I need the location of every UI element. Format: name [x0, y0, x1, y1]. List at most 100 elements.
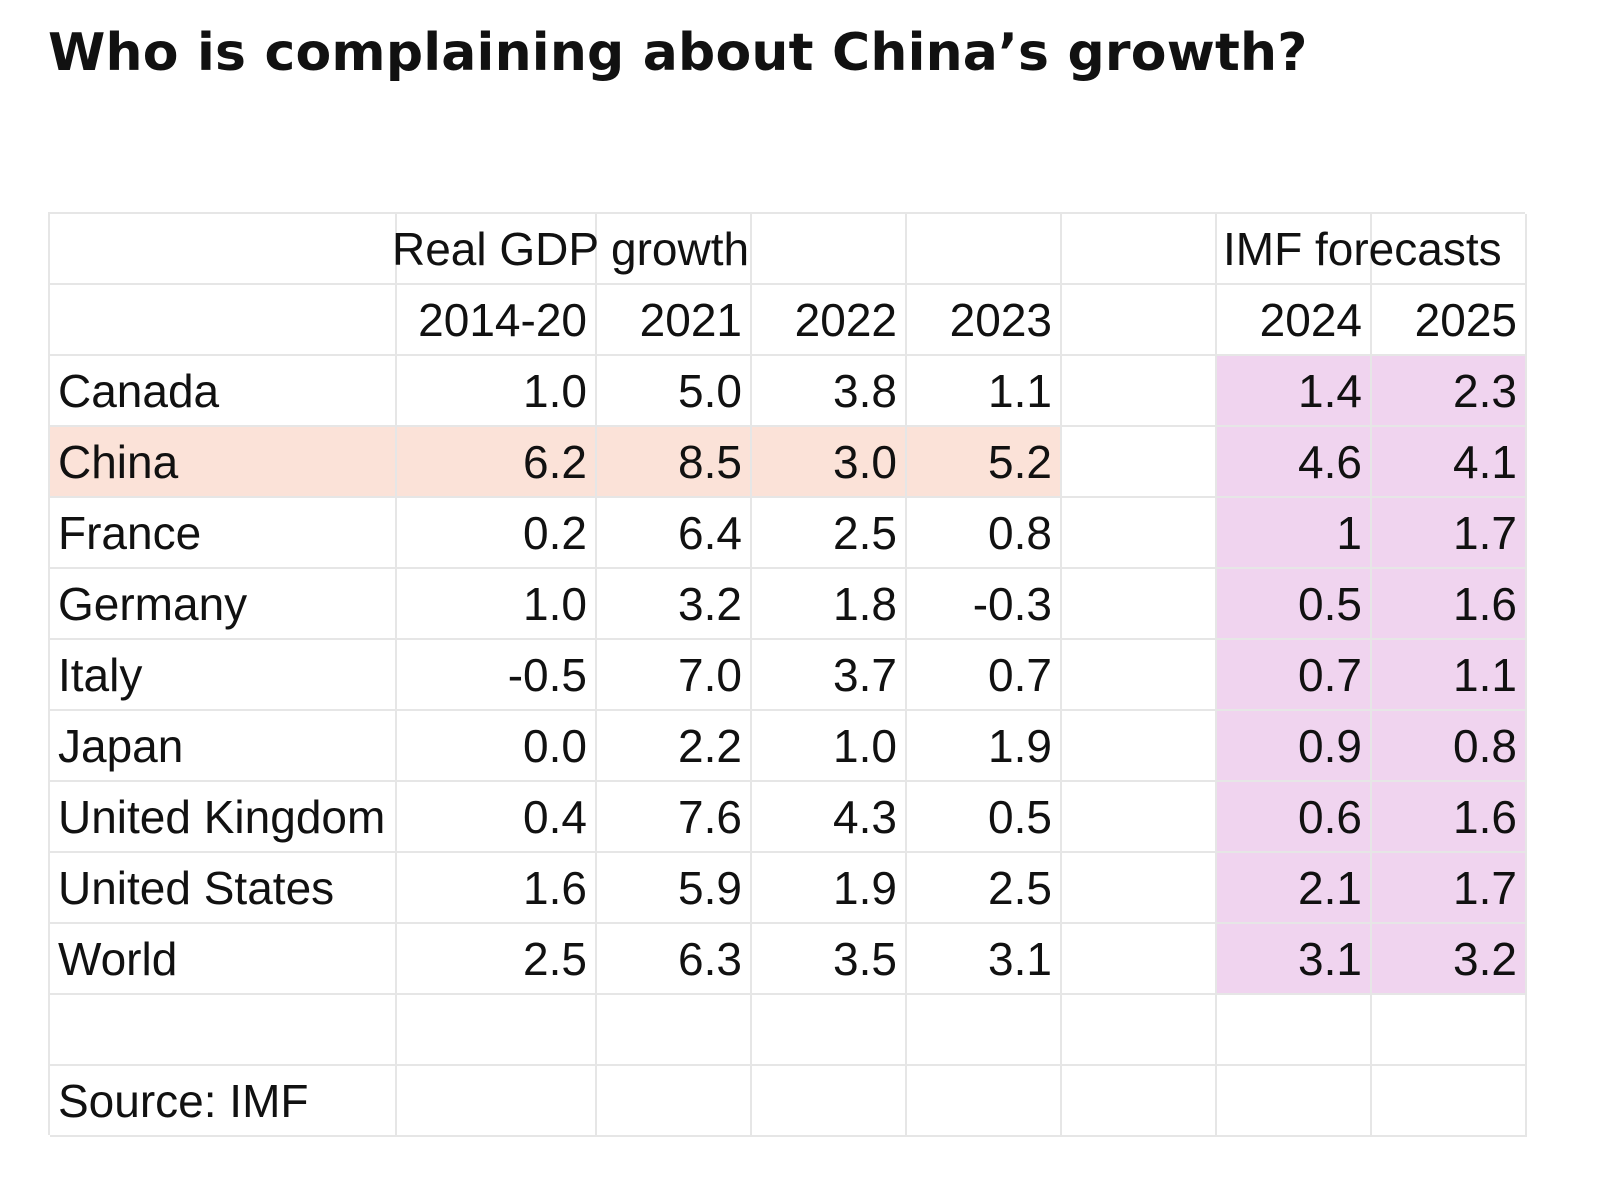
value-cell: 3.1: [907, 924, 1062, 995]
empty-cell: [397, 1066, 597, 1137]
empty-cell: [50, 995, 397, 1066]
forecast-cell: 2.1: [1217, 853, 1372, 924]
chart-title: Who is complaining about China’s growth?: [48, 23, 1308, 83]
empty-cell: [1062, 1066, 1217, 1137]
value-cell: 3.2: [597, 569, 752, 640]
empty-cell: [1062, 995, 1217, 1066]
value-cell: 0.8: [907, 498, 1062, 569]
empty-cell: [907, 1066, 1062, 1137]
row-label-world: World: [50, 924, 397, 995]
spacer-cell: [1062, 427, 1217, 498]
empty-cell: [907, 995, 1062, 1066]
value-cell: 6.3: [597, 924, 752, 995]
empty-cell: [752, 995, 907, 1066]
value-cell: 3.0: [752, 427, 907, 498]
empty-cell: [1372, 995, 1527, 1066]
value-cell: 2.5: [907, 853, 1062, 924]
value-cell: 0.4: [397, 782, 597, 853]
column-header-2024: 2024: [1217, 285, 1372, 356]
value-cell: 7.0: [597, 640, 752, 711]
value-cell: -0.5: [397, 640, 597, 711]
group-header-cell: [397, 214, 597, 285]
value-cell: 5.9: [597, 853, 752, 924]
forecast-cell: 1.6: [1372, 782, 1527, 853]
gdp-growth-table: 2014-20 2021 2022 2023 2024 2025 Canada 1.0 5.0 3…: [48, 212, 1527, 1137]
value-cell: 2.5: [752, 498, 907, 569]
row-label-china: China: [50, 427, 397, 498]
forecast-cell: 1.7: [1372, 498, 1527, 569]
imf-forecasts-header: IMF forecasts: [1223, 223, 1502, 275]
forecast-cell: 0.9: [1217, 711, 1372, 782]
group-header-cell: [50, 214, 397, 285]
spacer-cell: [1062, 285, 1217, 356]
forecast-cell: 4.1: [1372, 427, 1527, 498]
row-label-canada: Canada: [50, 356, 397, 427]
empty-cell: [1217, 1066, 1372, 1137]
forecast-cell: 4.6: [1217, 427, 1372, 498]
value-cell: 6.4: [597, 498, 752, 569]
spacer-cell: [1062, 498, 1217, 569]
spacer-cell: [1062, 782, 1217, 853]
value-cell: 1.9: [752, 853, 907, 924]
empty-cell: [597, 1066, 752, 1137]
column-header-2014-20: 2014-20: [397, 285, 597, 356]
spacer-cell: [1062, 569, 1217, 640]
value-cell: 0.0: [397, 711, 597, 782]
group-header-cell: [752, 214, 907, 285]
empty-cell: [1217, 995, 1372, 1066]
real-gdp-growth-header: Real GDP growth: [392, 223, 750, 275]
value-cell: 1.1: [907, 356, 1062, 427]
forecast-cell: 1.1: [1372, 640, 1527, 711]
value-cell: 3.7: [752, 640, 907, 711]
value-cell: 5.0: [597, 356, 752, 427]
value-cell: 0.2: [397, 498, 597, 569]
column-header-2023: 2023: [907, 285, 1062, 356]
value-cell: 0.7: [907, 640, 1062, 711]
column-header-2025: 2025: [1372, 285, 1527, 356]
group-header-cell: [1372, 214, 1527, 285]
value-cell: 3.8: [752, 356, 907, 427]
empty-cell: [1372, 1066, 1527, 1137]
source-note: Source: IMF: [50, 1066, 397, 1137]
forecast-cell: 1.6: [1372, 569, 1527, 640]
row-label-united-states: United States: [50, 853, 397, 924]
year-header-blank: [50, 285, 397, 356]
spacer-cell: [1062, 356, 1217, 427]
value-cell: 3.5: [752, 924, 907, 995]
empty-cell: [752, 1066, 907, 1137]
forecast-cell: 1.7: [1372, 853, 1527, 924]
group-header-cell: [1062, 214, 1217, 285]
value-cell: 1.6: [397, 853, 597, 924]
forecast-cell: 1.4: [1217, 356, 1372, 427]
forecast-cell: 3.2: [1372, 924, 1527, 995]
spacer-cell: [1062, 924, 1217, 995]
value-cell: 1.8: [752, 569, 907, 640]
forecast-cell: 0.5: [1217, 569, 1372, 640]
spacer-cell: [1062, 711, 1217, 782]
group-header-cell: [907, 214, 1062, 285]
forecast-cell: 3.1: [1217, 924, 1372, 995]
column-header-2021: 2021: [597, 285, 752, 356]
spacer-cell: [1062, 853, 1217, 924]
forecast-cell: 0.8: [1372, 711, 1527, 782]
row-label-germany: Germany: [50, 569, 397, 640]
empty-cell: [597, 995, 752, 1066]
group-header-cell: [597, 214, 752, 285]
value-cell: 1.0: [397, 356, 597, 427]
group-header-cell: [1217, 214, 1372, 285]
value-cell: 8.5: [597, 427, 752, 498]
value-cell: 0.5: [907, 782, 1062, 853]
empty-cell: [397, 995, 597, 1066]
forecast-cell: 2.3: [1372, 356, 1527, 427]
value-cell: 6.2: [397, 427, 597, 498]
value-cell: 7.6: [597, 782, 752, 853]
value-cell: 1.9: [907, 711, 1062, 782]
column-header-2022: 2022: [752, 285, 907, 356]
value-cell: 5.2: [907, 427, 1062, 498]
value-cell: -0.3: [907, 569, 1062, 640]
forecast-cell: 0.6: [1217, 782, 1372, 853]
spacer-cell: [1062, 640, 1217, 711]
value-cell: 2.2: [597, 711, 752, 782]
row-label-france: France: [50, 498, 397, 569]
row-label-italy: Italy: [50, 640, 397, 711]
